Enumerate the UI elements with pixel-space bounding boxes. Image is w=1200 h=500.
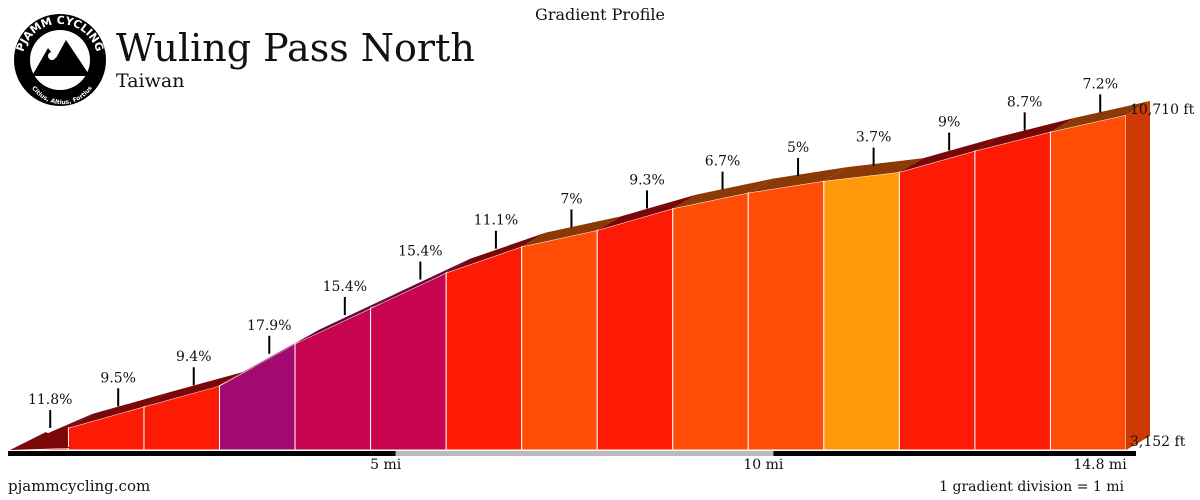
segment-face-5 bbox=[294, 307, 372, 451]
chart-kind-title: Gradient Profile bbox=[535, 5, 665, 24]
elevation-top-label: 10,710 ft bbox=[1130, 102, 1195, 118]
segment-face-11 bbox=[747, 180, 825, 451]
axis-band-2 bbox=[395, 451, 774, 456]
segment-face-7 bbox=[445, 245, 523, 451]
end-face bbox=[1126, 101, 1150, 450]
segment-top-band-11 bbox=[748, 167, 848, 193]
mountain-icon bbox=[32, 40, 90, 76]
x-tick-label-1: 5 mi bbox=[370, 457, 402, 473]
segment-top-band-6 bbox=[370, 258, 471, 309]
axis-band-1 bbox=[8, 451, 396, 456]
x-tick-label-2: 10 mi bbox=[743, 457, 784, 473]
gradient-label-4: 17.9% bbox=[247, 318, 291, 334]
segment-face-12 bbox=[823, 171, 900, 451]
segment-top-band-12 bbox=[823, 158, 924, 182]
gradient-label-15: 7.2% bbox=[1082, 76, 1118, 92]
gradient-label-3: 9.4% bbox=[176, 349, 212, 365]
segment-top-band-3 bbox=[143, 371, 244, 407]
segment-top-band-9 bbox=[597, 194, 697, 231]
gradient-label-7: 11.1% bbox=[474, 213, 518, 229]
segment-face-9 bbox=[596, 207, 674, 451]
gradient-label-2: 9.5% bbox=[100, 370, 136, 386]
segment-face-8 bbox=[521, 229, 598, 451]
segment-top-band-1 bbox=[46, 413, 93, 448]
gradient-label-6: 15.4% bbox=[398, 244, 442, 260]
gradient-label-8: 7% bbox=[560, 191, 582, 207]
x-tick-label-3: 14.8 mi bbox=[1073, 457, 1127, 473]
gradient-label-1: 11.8% bbox=[28, 392, 72, 408]
gradient-label-5: 15.4% bbox=[323, 279, 367, 295]
region-subtitle: Taiwan bbox=[116, 70, 184, 92]
axis-band-3 bbox=[773, 451, 1136, 456]
segment-face-15 bbox=[1049, 114, 1127, 451]
segment-top-band-15 bbox=[1050, 101, 1150, 132]
segment-face-14 bbox=[974, 131, 1051, 451]
segment-top-band-14 bbox=[974, 117, 1075, 151]
site-footer: pjammcycling.com bbox=[8, 477, 150, 495]
gradient-label-10: 6.7% bbox=[705, 154, 741, 170]
segment-top-band-8 bbox=[521, 216, 622, 247]
division-note: 1 gradient division = 1 mi bbox=[939, 479, 1124, 495]
cyclist-icon bbox=[48, 52, 56, 60]
gradient-label-14: 8.7% bbox=[1007, 94, 1043, 110]
segment-top-band-start bbox=[10, 432, 70, 450]
segment-top-band-4 bbox=[219, 329, 320, 386]
segment-face-13 bbox=[898, 150, 976, 451]
segment-face-6 bbox=[370, 272, 447, 451]
segment-top-band-5 bbox=[295, 294, 395, 344]
segment-top-band-13 bbox=[899, 136, 999, 173]
segment-face-10 bbox=[672, 192, 749, 451]
climb-name-title: Wuling Pass North bbox=[116, 26, 475, 70]
segment-face-4 bbox=[219, 342, 296, 451]
segment-top-band-10 bbox=[672, 178, 773, 209]
gradient-label-12: 3.7% bbox=[856, 130, 892, 146]
segment-top-band-7 bbox=[446, 232, 546, 273]
gradient-label-9: 9.3% bbox=[629, 172, 665, 188]
gradient-label-11: 5% bbox=[787, 140, 809, 156]
segment-top-band-2 bbox=[68, 392, 168, 428]
gradient-label-13: 9% bbox=[938, 115, 960, 131]
elevation-base-label: 3,152 ft bbox=[1130, 434, 1186, 450]
